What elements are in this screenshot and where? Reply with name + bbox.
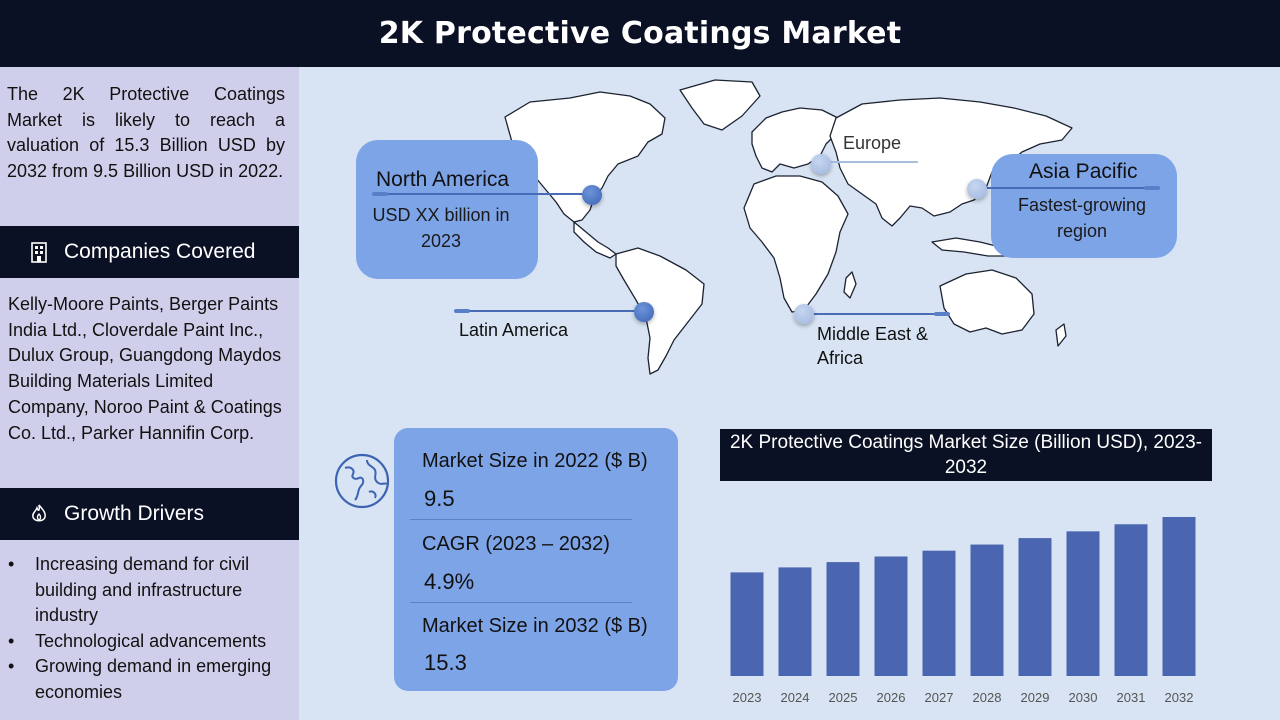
bar-2027	[922, 550, 956, 676]
stats-panel: Market Size in 2022 ($ B) 9.5 CAGR (2023…	[394, 428, 678, 691]
page-header: 2K Protective Coatings Market	[0, 0, 1280, 67]
europe-label: Europe	[843, 133, 902, 153]
flame-icon	[28, 503, 50, 525]
central-america-shape	[573, 221, 617, 259]
x-tick-label: 2029	[1021, 690, 1050, 705]
bar-2024	[778, 567, 812, 676]
north-america-marker	[582, 185, 602, 205]
companies-list: Kelly-Moore Paints, Berger Paints India …	[8, 294, 282, 443]
x-tick-label: 2030	[1069, 690, 1098, 705]
stat-label: Market Size in 2022 ($ B)	[422, 450, 648, 472]
australia-shape	[939, 269, 1035, 335]
asia-pacific-callout: Asia Pacific Fastest-growing region	[991, 154, 1177, 258]
latin-america-marker	[634, 302, 654, 322]
x-tick-label: 2025	[829, 690, 858, 705]
stat-label: Market Size in 2032 ($ B)	[422, 615, 648, 637]
bar-2026	[874, 556, 908, 676]
page-title: 2K Protective Coatings Market	[378, 16, 902, 51]
bar-2023	[730, 572, 764, 676]
world-map	[504, 79, 1073, 375]
asia-pacific-detail: Fastest-growing region	[1017, 195, 1147, 241]
stat-label: CAGR (2023 – 2032)	[422, 533, 610, 555]
asia-shape	[829, 97, 1073, 227]
companies-heading-label: Companies Covered	[64, 240, 256, 263]
stat-value: 9.5	[424, 486, 455, 511]
africa-shape	[743, 175, 849, 313]
bar-2029	[1018, 538, 1052, 676]
chart-title: 2K Protective Coatings Market Size (Bill…	[720, 429, 1212, 481]
bar-2031	[1114, 524, 1148, 676]
latin-america-label: Latin America	[459, 320, 569, 340]
asia-pacific-connector	[975, 187, 1160, 189]
stat-divider	[410, 519, 632, 520]
bar-chart: 2023 2024 2025 2026 2027 2028 2029 2030 2031 2032	[730, 517, 1196, 705]
x-tick-label: 2027	[925, 690, 954, 705]
north-america-detail: USD XX billion in 2023	[372, 205, 510, 251]
south-america-shape	[615, 247, 705, 375]
building-icon	[28, 241, 50, 263]
x-tick-label: 2026	[877, 690, 906, 705]
bar-2028	[970, 544, 1004, 676]
madagascar-shape	[843, 271, 857, 299]
north-america-callout: North America USD XX billion in 2023	[356, 140, 538, 279]
list-item: Growing demand in emerging economies	[8, 654, 296, 705]
mea-connector-end	[934, 312, 950, 316]
mea-label: Middle East & Africa	[817, 324, 929, 368]
mea-connector	[803, 313, 949, 315]
bar-2030	[1066, 531, 1100, 676]
stat-divider	[410, 602, 632, 603]
drivers-heading: Growth Drivers	[0, 488, 299, 540]
bar-2032	[1162, 517, 1196, 676]
drivers-heading-label: Growth Drivers	[64, 502, 205, 525]
europe-connector	[820, 161, 918, 163]
asia-pacific-connector-end	[1144, 186, 1160, 190]
asia-pacific-title: Asia Pacific	[1029, 160, 1138, 183]
latin-america-connector	[456, 310, 642, 312]
stat-value: 4.9%	[424, 569, 475, 594]
stat-value: 15.3	[424, 650, 467, 675]
x-tick-label: 2028	[973, 690, 1002, 705]
latin-america-connector-end	[454, 309, 470, 313]
mea-marker	[794, 304, 814, 324]
north-america-connector	[374, 193, 590, 195]
north-america-connector-end	[372, 192, 388, 196]
north-america-title: North America	[376, 168, 510, 191]
new-zealand-shape	[1055, 323, 1067, 347]
x-tick-label: 2032	[1165, 690, 1194, 705]
x-tick-label: 2023	[733, 690, 762, 705]
list-item: Technological advancements	[8, 629, 296, 655]
intro-text: The 2K Protective Coatings Market is lik…	[7, 84, 285, 181]
greenland-shape	[679, 79, 761, 131]
x-tick-label: 2024	[781, 690, 810, 705]
companies-heading: Companies Covered	[0, 226, 299, 278]
asia-pacific-marker	[967, 179, 987, 199]
drivers-list: Increasing demand for civil building and…	[8, 552, 296, 705]
x-tick-label: 2031	[1117, 690, 1146, 705]
bar-2025	[826, 562, 860, 676]
list-item: Increasing demand for civil building and…	[8, 552, 296, 629]
globe-icon	[334, 453, 390, 509]
europe-marker	[811, 154, 831, 174]
